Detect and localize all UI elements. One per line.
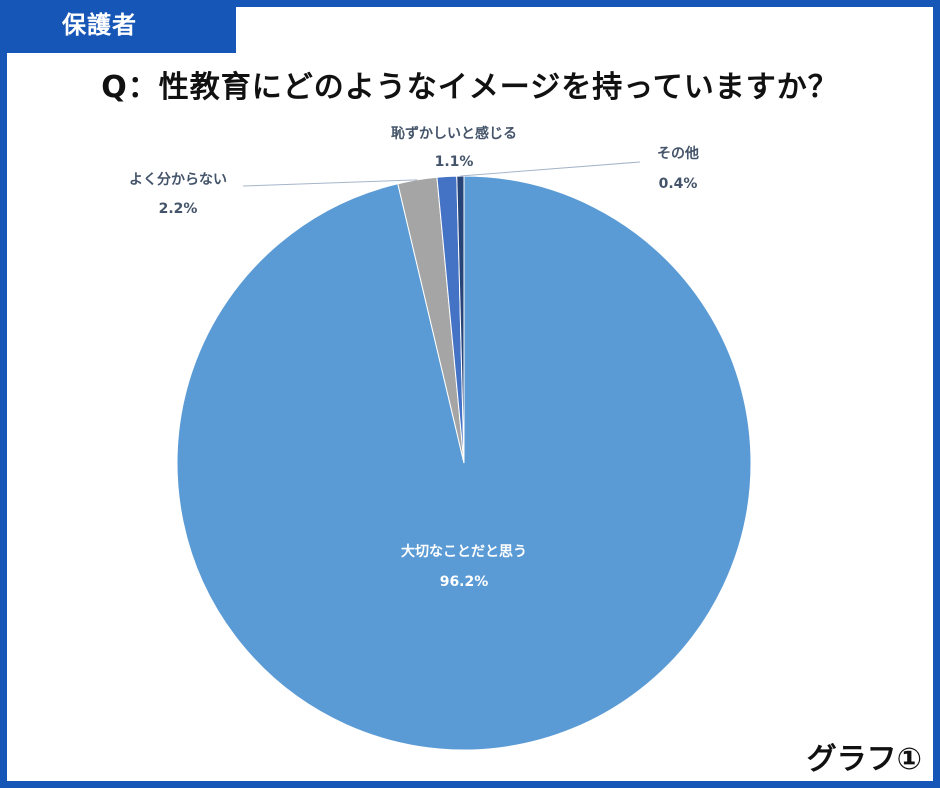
slice-value-main: 96.2% (440, 574, 489, 590)
slice-value-shame: 1.1% (435, 154, 474, 170)
leader-line-unknown (242, 179, 418, 187)
slice-label-unknown: よく分からない (129, 172, 227, 188)
slice-label-main: 大切なことだと思う (401, 543, 527, 560)
chart-title: Q：性教育にどのようなイメージを持っていますか？ (101, 70, 839, 105)
leader-line-other (460, 161, 641, 177)
figure-label: グラフ① (806, 742, 922, 777)
respondent-badge: 保護者 (0, 0, 236, 53)
slice-label-shame: 恥ずかしいと感じる (391, 125, 517, 142)
slice-value-unknown: 2.2% (159, 201, 198, 217)
slice-value-other: 0.4% (659, 176, 698, 192)
slice-label-other: その他 (657, 145, 699, 162)
